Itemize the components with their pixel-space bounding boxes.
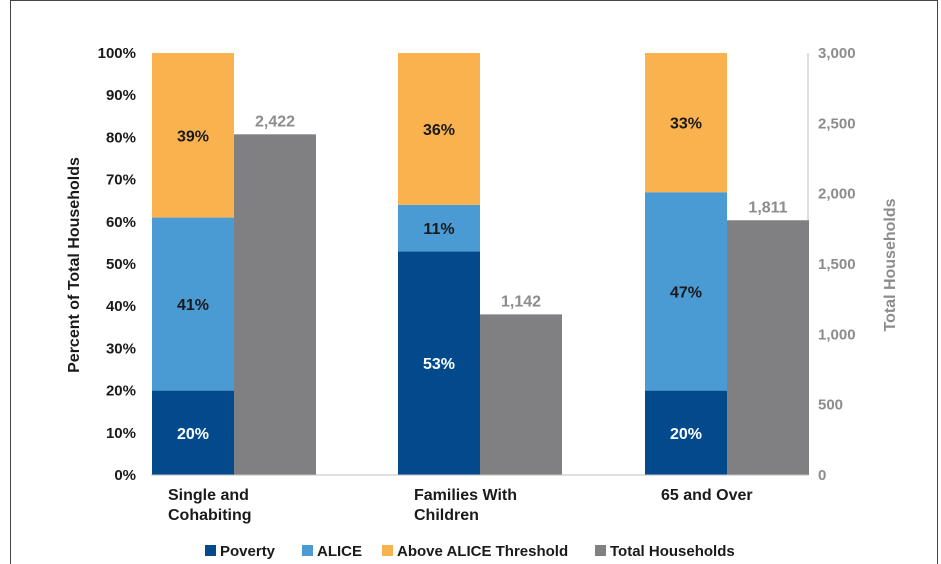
y-tick-label: 90%	[106, 87, 136, 104]
x-category-label: 65 and Over	[661, 487, 753, 504]
y2-tick-label: 2,000	[818, 186, 856, 203]
bar-total-households	[234, 134, 316, 475]
y-tick-label: 20%	[106, 383, 136, 400]
bar-segment-above-alice-threshold	[152, 53, 234, 218]
chart-frame	[10, 0, 938, 564]
legend-swatch	[302, 545, 313, 556]
bar-segment-above-alice-threshold	[398, 53, 480, 205]
x-category-label: Cohabiting	[168, 507, 252, 524]
x-axis-categories: Single and Cohabiting Families With Childre…	[168, 487, 753, 524]
y-axis-left: 0% 10% 20% 30% 40% 50% 60% 70% 80% 90% 100%	[98, 45, 136, 484]
y2-axis-title: Total Households	[882, 198, 899, 331]
bar-segment-poverty	[152, 390, 234, 475]
y-axis-title: Percent of Total Households	[66, 157, 83, 373]
bar-segment-poverty	[645, 390, 727, 475]
y-tick-label: 40%	[106, 298, 136, 315]
bar-total-households	[480, 314, 562, 475]
y-tick-label: 10%	[106, 425, 136, 442]
data-label: 11%	[423, 221, 454, 238]
y2-tick-label: 2,500	[818, 115, 856, 132]
x-category-label: Single and	[168, 487, 249, 504]
data-label: 20%	[670, 426, 702, 443]
legend-label: Above ALICE Threshold	[397, 543, 568, 560]
data-label: 1,142	[501, 293, 541, 310]
data-label: 20%	[177, 426, 209, 443]
legend: Poverty ALICE Above ALICE Threshold Total H…	[205, 543, 735, 560]
data-label: 33%	[670, 116, 702, 133]
data-label: 53%	[423, 356, 455, 373]
x-category-label: Children	[414, 507, 479, 524]
data-label: 39%	[177, 128, 209, 145]
y-tick-label: 100%	[98, 45, 136, 62]
legend-swatch	[595, 545, 606, 556]
y-tick-label: 80%	[106, 129, 136, 146]
x-category-label: Families With	[414, 487, 517, 504]
y-tick-label: 50%	[106, 256, 136, 273]
y-tick-label: 60%	[106, 214, 136, 231]
bars: 20% 41% 39% 2,422 53% 11% 36% 1,142 20% 47% 33% 1,8…	[151, 53, 809, 476]
bar-segment-alice	[398, 204, 480, 252]
y-axis-right: 0 500 1,000 1,500 2,000 2,500 3,000	[807, 45, 856, 484]
data-label: 41%	[177, 297, 209, 314]
y2-tick-label: 500	[818, 397, 843, 414]
y-tick-label: 70%	[106, 172, 136, 189]
data-label: 1,811	[748, 199, 787, 216]
y2-tick-label: 3,000	[818, 45, 856, 62]
legend-swatch	[382, 545, 393, 556]
legend-label: Poverty	[220, 543, 276, 560]
legend-swatch	[205, 545, 216, 556]
y2-tick-label: 1,500	[818, 256, 856, 273]
data-label: 47%	[670, 284, 702, 301]
y-tick-label: 30%	[106, 340, 136, 357]
data-label: 2,422	[255, 113, 295, 130]
bar-segment-above-alice-threshold	[645, 53, 727, 193]
y-tick-label: 0%	[114, 467, 136, 484]
bar-segment-poverty	[398, 251, 480, 475]
y2-tick-label: 1,000	[818, 326, 856, 343]
legend-label: ALICE	[317, 543, 362, 560]
y2-tick-label: 0	[818, 467, 826, 484]
legend-label: Total Households	[610, 543, 735, 560]
bar-segment-alice	[645, 192, 727, 391]
bar-total-households	[727, 220, 809, 475]
bar-segment-alice	[152, 217, 234, 391]
data-label: 36%	[423, 122, 455, 139]
